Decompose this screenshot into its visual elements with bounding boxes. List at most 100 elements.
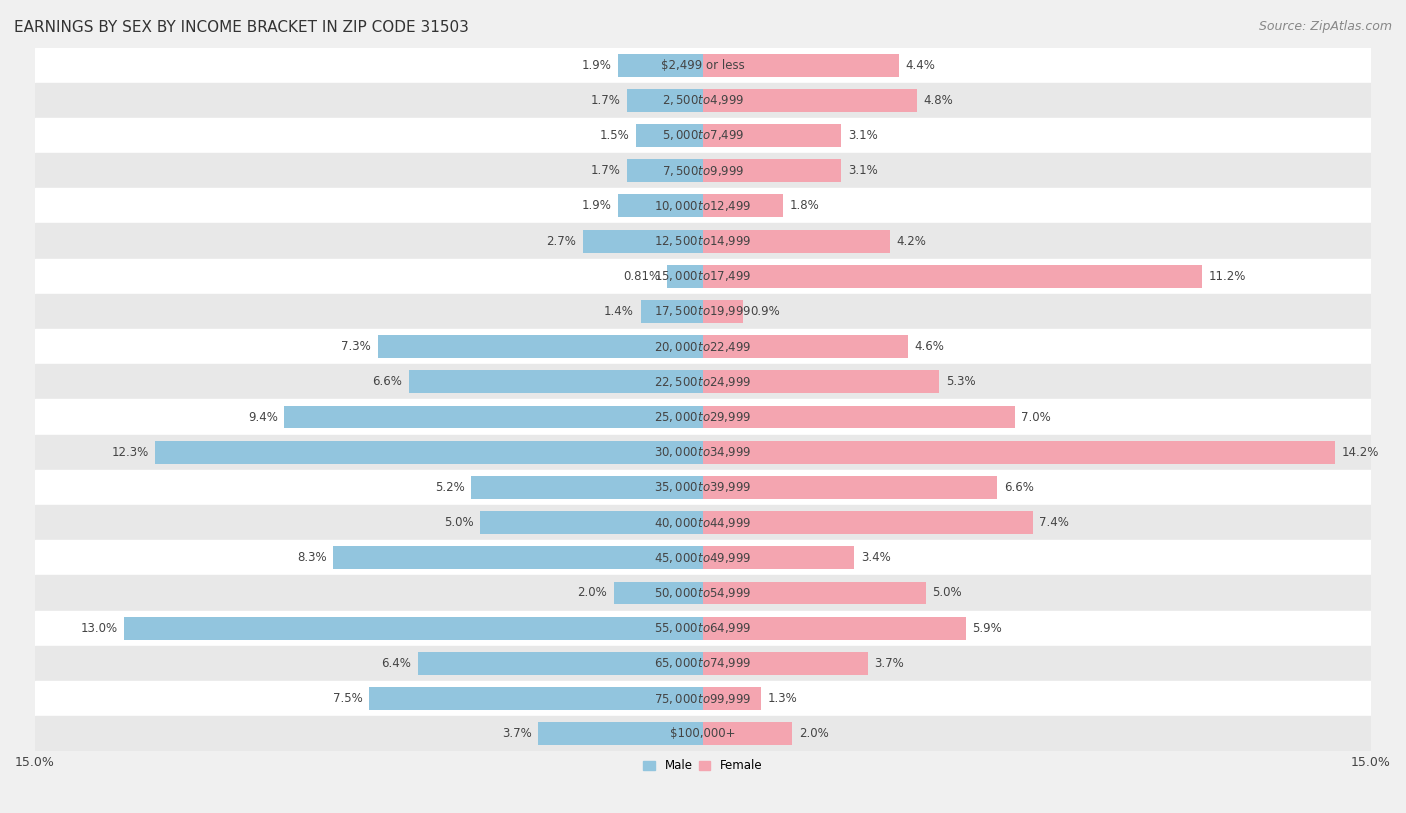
Text: $5,000 to $7,499: $5,000 to $7,499 [662, 128, 744, 142]
Text: 4.6%: 4.6% [914, 340, 945, 353]
Bar [35, 153, 1371, 189]
Text: $17,500 to $19,999: $17,500 to $19,999 [654, 304, 752, 319]
Text: 3.7%: 3.7% [502, 728, 531, 741]
Bar [703, 652, 868, 675]
Text: 14.2%: 14.2% [1343, 446, 1379, 459]
Text: 1.9%: 1.9% [582, 59, 612, 72]
Bar [35, 576, 1371, 611]
Text: 6.6%: 6.6% [373, 376, 402, 389]
Bar [35, 259, 1371, 293]
Text: $7,500 to $9,999: $7,500 to $9,999 [662, 163, 744, 178]
Bar [35, 470, 1371, 505]
Bar [703, 371, 939, 393]
Text: 1.4%: 1.4% [605, 305, 634, 318]
Text: 2.0%: 2.0% [799, 728, 828, 741]
Text: Source: ZipAtlas.com: Source: ZipAtlas.com [1258, 20, 1392, 33]
Text: $2,499 or less: $2,499 or less [661, 59, 745, 72]
Bar [703, 687, 761, 710]
Bar [703, 300, 744, 323]
Text: $25,000 to $29,999: $25,000 to $29,999 [654, 410, 752, 424]
Bar [35, 611, 1371, 646]
Text: $30,000 to $34,999: $30,000 to $34,999 [654, 446, 752, 459]
Bar [418, 652, 703, 675]
Text: 9.4%: 9.4% [247, 411, 277, 424]
Text: $65,000 to $74,999: $65,000 to $74,999 [654, 656, 752, 671]
Bar [35, 118, 1371, 153]
Text: $35,000 to $39,999: $35,000 to $39,999 [654, 480, 752, 494]
Legend: Male, Female: Male, Female [638, 754, 768, 777]
Bar [619, 54, 703, 76]
Bar [641, 300, 703, 323]
Text: $55,000 to $64,999: $55,000 to $64,999 [654, 621, 752, 635]
Text: 13.0%: 13.0% [80, 622, 117, 635]
Bar [35, 716, 1371, 751]
Bar [666, 265, 703, 288]
Text: $50,000 to $54,999: $50,000 to $54,999 [654, 586, 752, 600]
Bar [35, 435, 1371, 470]
Text: 3.4%: 3.4% [860, 551, 891, 564]
Bar [703, 617, 966, 640]
Text: $22,500 to $24,999: $22,500 to $24,999 [654, 375, 752, 389]
Text: $15,000 to $17,499: $15,000 to $17,499 [654, 269, 752, 283]
Bar [378, 335, 703, 358]
Bar [35, 540, 1371, 576]
Bar [35, 399, 1371, 435]
Bar [35, 329, 1371, 364]
Text: 11.2%: 11.2% [1209, 270, 1246, 283]
Text: 0.9%: 0.9% [749, 305, 779, 318]
Text: $40,000 to $44,999: $40,000 to $44,999 [654, 515, 752, 529]
Bar [703, 581, 925, 604]
Bar [703, 441, 1336, 463]
Bar [703, 265, 1202, 288]
Text: 2.7%: 2.7% [546, 235, 576, 248]
Text: 1.7%: 1.7% [591, 93, 620, 107]
Text: $45,000 to $49,999: $45,000 to $49,999 [654, 550, 752, 565]
Bar [35, 83, 1371, 118]
Bar [703, 722, 792, 746]
Bar [703, 406, 1015, 428]
Bar [333, 546, 703, 569]
Text: 1.3%: 1.3% [768, 692, 797, 705]
Text: 1.9%: 1.9% [582, 199, 612, 212]
Bar [35, 47, 1371, 83]
Bar [703, 335, 908, 358]
Bar [703, 546, 855, 569]
Bar [627, 89, 703, 111]
Bar [481, 511, 703, 534]
Bar [35, 505, 1371, 540]
Bar [703, 54, 898, 76]
Bar [35, 646, 1371, 681]
Text: 5.0%: 5.0% [444, 516, 474, 529]
Bar [35, 681, 1371, 716]
Bar [703, 476, 997, 499]
Bar [368, 687, 703, 710]
Bar [636, 124, 703, 147]
Bar [619, 194, 703, 217]
Text: 3.1%: 3.1% [848, 129, 877, 142]
Bar [35, 364, 1371, 399]
Text: $20,000 to $22,499: $20,000 to $22,499 [654, 340, 752, 354]
Text: $75,000 to $99,999: $75,000 to $99,999 [654, 692, 752, 706]
Text: 6.6%: 6.6% [1004, 481, 1033, 494]
Text: 3.7%: 3.7% [875, 657, 904, 670]
Bar [582, 229, 703, 253]
Text: 1.7%: 1.7% [591, 164, 620, 177]
Bar [703, 159, 841, 182]
Text: 1.8%: 1.8% [790, 199, 820, 212]
Text: $12,500 to $14,999: $12,500 to $14,999 [654, 234, 752, 248]
Bar [409, 371, 703, 393]
Text: 7.3%: 7.3% [342, 340, 371, 353]
Text: 12.3%: 12.3% [111, 446, 149, 459]
Text: 5.2%: 5.2% [434, 481, 465, 494]
Text: 3.1%: 3.1% [848, 164, 877, 177]
Text: 5.0%: 5.0% [932, 586, 962, 599]
Bar [703, 511, 1032, 534]
Bar [35, 293, 1371, 329]
Text: 5.9%: 5.9% [973, 622, 1002, 635]
Text: 5.3%: 5.3% [946, 376, 976, 389]
Bar [703, 229, 890, 253]
Text: 4.4%: 4.4% [905, 59, 935, 72]
Bar [35, 189, 1371, 224]
Text: 2.0%: 2.0% [578, 586, 607, 599]
Text: 1.5%: 1.5% [600, 129, 630, 142]
